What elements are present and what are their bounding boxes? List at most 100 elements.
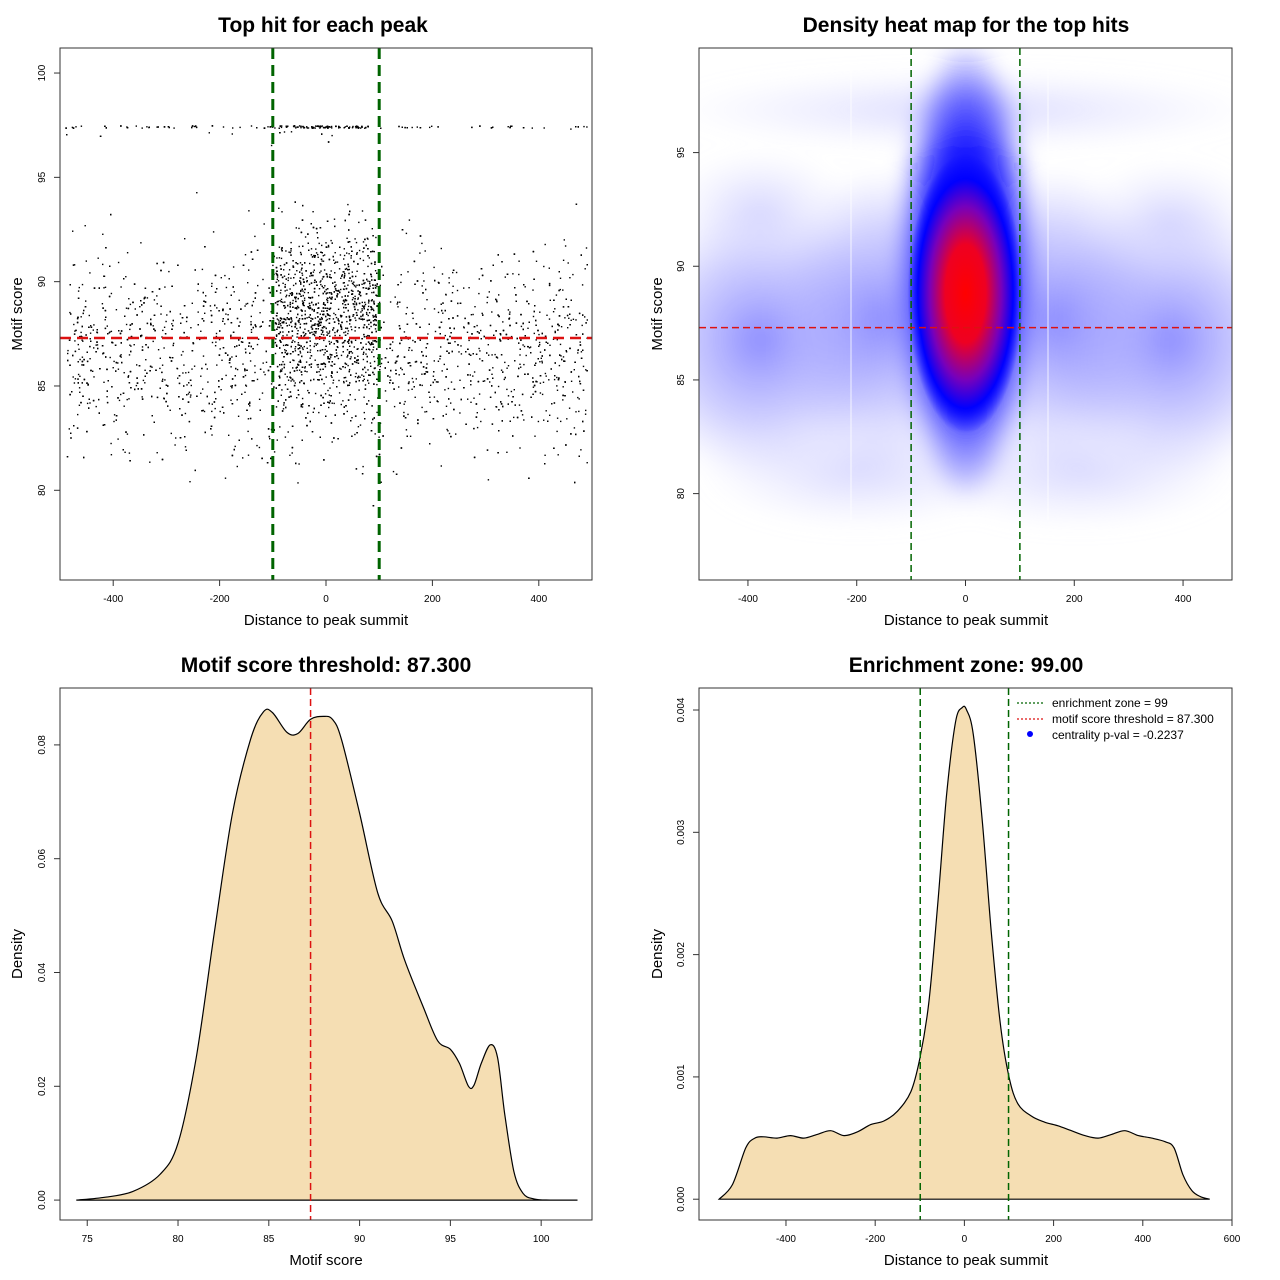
scatter-point [323, 383, 325, 385]
scatter-point [169, 357, 172, 359]
scatter-point [532, 315, 535, 318]
scatter-point [349, 358, 352, 360]
scatter-point [371, 307, 373, 309]
scatter-point [356, 284, 358, 286]
scatter-point [329, 276, 331, 278]
scatter-point [67, 352, 69, 355]
scatter-point [512, 435, 514, 437]
scatter-point [522, 322, 524, 324]
scatter-point [248, 269, 250, 271]
scatter-point [210, 428, 212, 430]
scatter-point [532, 393, 534, 395]
scatter-point [301, 314, 303, 317]
scatter-point [316, 312, 319, 314]
scatter-point [186, 316, 188, 319]
scatter-point [491, 354, 493, 356]
scatter-point [370, 430, 373, 432]
scatter-point [582, 314, 584, 316]
scatter-point [356, 359, 358, 361]
scatter-point [299, 293, 301, 295]
scatter-point [480, 329, 482, 332]
scatter-point [344, 376, 347, 379]
scatter-point [279, 125, 281, 127]
scatter-point [364, 366, 366, 369]
scatter-point [120, 356, 122, 358]
scatter-point [404, 400, 406, 403]
scatter-point [315, 344, 317, 346]
scatter-point [510, 335, 513, 338]
scatter-point [291, 292, 293, 294]
scatter-point [126, 338, 129, 341]
scatter-point [231, 403, 234, 405]
scatter-point [127, 375, 130, 377]
scatter-point [343, 306, 345, 309]
scatter-point [306, 280, 308, 282]
scatter-point [372, 340, 374, 342]
scatter-point [254, 371, 256, 374]
scatter-point [162, 378, 164, 380]
scatter-point [319, 227, 322, 229]
scatter-point [224, 352, 227, 354]
scatter-point [334, 272, 336, 274]
scatter-point [96, 331, 98, 333]
scatter-point [348, 229, 350, 231]
scatter-point [582, 333, 584, 335]
scatter-point [87, 384, 89, 386]
scatter-point [516, 416, 519, 419]
scatter-point [331, 361, 333, 363]
scatter-point [275, 323, 277, 325]
scatter-point [127, 307, 130, 310]
scatter-point [300, 269, 303, 271]
scatter-point [320, 280, 322, 282]
scatter-point [415, 360, 418, 363]
scatter-point [269, 291, 271, 294]
scatter-point [445, 405, 448, 407]
scatter-point [322, 307, 325, 309]
scatter-point [518, 273, 520, 276]
scatter-point [192, 342, 195, 345]
scatter-point [280, 268, 282, 270]
scatter-point [250, 251, 253, 253]
scatter-point [318, 371, 320, 373]
scatter-point [104, 327, 107, 330]
scatter-point [263, 223, 265, 225]
scatter-point [294, 341, 296, 343]
scatter-point [167, 126, 170, 128]
scatter-point [336, 341, 339, 343]
scatter-point [279, 317, 282, 319]
scatter-point [348, 316, 351, 319]
scatter-point [267, 428, 270, 430]
scatter-point [122, 392, 125, 394]
scatter-point [441, 309, 443, 312]
scatter-point [556, 339, 558, 341]
scatter-point [300, 335, 302, 337]
scatter-point [280, 324, 282, 327]
scatter-point [69, 393, 71, 396]
scatter-point [110, 442, 112, 445]
scatter-point [297, 389, 299, 391]
scatter-point [345, 299, 348, 302]
scatter-point [307, 330, 310, 332]
scatter-point [369, 285, 371, 287]
scatter-point [238, 344, 240, 346]
scatter-point [373, 291, 375, 294]
scatter-point [371, 405, 373, 407]
scatter-point [348, 268, 350, 271]
scatter-point [343, 127, 345, 129]
scatter-point [374, 279, 376, 281]
scatter-point [293, 125, 296, 127]
scatter-point [97, 257, 99, 259]
scatter-point [286, 388, 289, 390]
scatter-point [319, 125, 322, 127]
scatter-point [513, 253, 516, 255]
scatter-point [556, 417, 559, 419]
scatter-point [152, 325, 154, 327]
scatter-point [164, 286, 166, 288]
scatter-point [440, 321, 443, 323]
scatter-point [509, 420, 511, 422]
scatter-point [73, 264, 76, 266]
scatter-point [299, 361, 302, 363]
scatter-point [300, 283, 302, 285]
scatter-point [288, 295, 290, 297]
scatter-point [218, 310, 220, 312]
